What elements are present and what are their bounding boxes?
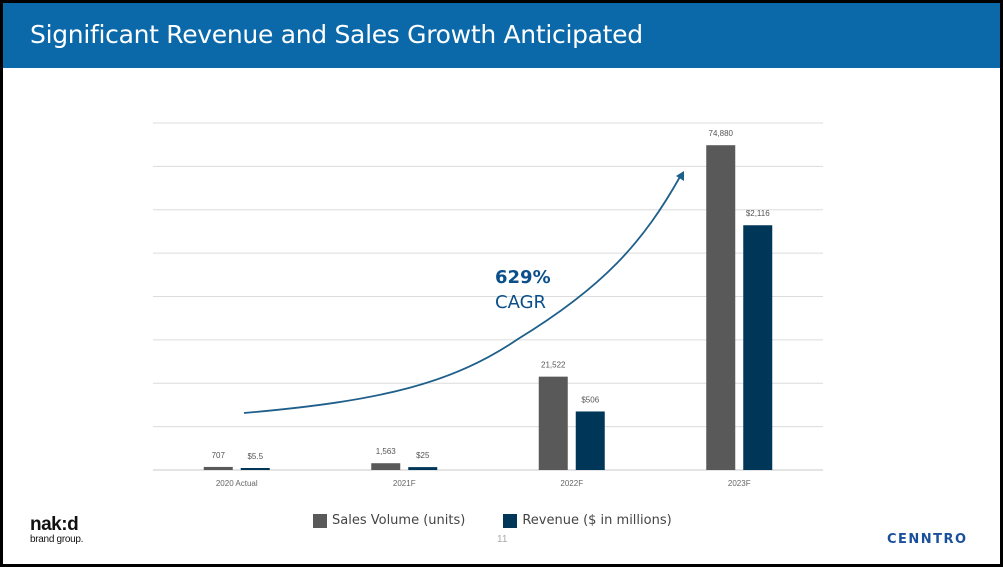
data-label-revenue: $5.5 (247, 452, 263, 461)
cenntro-logo: CENNTRO (887, 532, 968, 547)
naked-logo-subtitle: brand group. (30, 534, 84, 545)
naked-brand-logo: nak:d brand group. (30, 515, 83, 545)
bar-revenue (408, 467, 438, 470)
legend-swatch-revenue (503, 513, 518, 528)
slide: Significant Revenue and Sales Growth Ant… (3, 3, 1000, 564)
data-label-sales-volume: 74,880 (709, 129, 734, 138)
bar-sales-volume (706, 145, 736, 470)
data-label-revenue: $2,116 (746, 209, 770, 218)
growth-arrow-curve (243, 174, 682, 414)
x-tick-label: 2022F (560, 479, 583, 488)
slide-title: Significant Revenue and Sales Growth Ant… (30, 20, 643, 49)
cagr-value: 629% (495, 267, 551, 288)
legend-label-revenue: Revenue ($ in millions) (522, 513, 672, 528)
growth-arrow-head (676, 171, 684, 181)
cagr-annotation: 629% CAGR (495, 265, 551, 315)
data-label-sales-volume: 707 (212, 451, 226, 460)
bar-revenue (743, 225, 773, 470)
title-bar: Significant Revenue and Sales Growth Ant… (3, 3, 1000, 68)
bar-revenue (240, 468, 270, 470)
data-label-revenue: $506 (581, 395, 599, 404)
bar-chart: 707 $5.5 2020 Actual 1,563 $25 2021F 21,522 $50… (153, 122, 823, 488)
bar-sales-volume (371, 463, 401, 470)
cagr-label: CAGR (495, 292, 547, 313)
chart-legend: Sales Volume (units) Revenue ($ in milli… (313, 513, 710, 528)
legend-item-sales-volume: Sales Volume (units) (313, 513, 465, 528)
legend-item-revenue: Revenue ($ in millions) (503, 513, 672, 528)
x-tick-label: 2023F (728, 479, 751, 488)
data-label-sales-volume: 1,563 (376, 447, 397, 456)
data-label-sales-volume: 21,522 (541, 361, 566, 370)
data-label-revenue: $25 (416, 451, 430, 460)
x-tick-label: 2021F (393, 479, 416, 488)
bar-revenue (575, 411, 605, 470)
naked-logo-wordmark: nak:d (30, 514, 79, 535)
legend-swatch-sales-volume (313, 513, 327, 528)
bar-sales-volume (203, 466, 233, 470)
bar-sales-volume (538, 376, 568, 470)
legend-label-sales-volume: Sales Volume (units) (332, 513, 466, 528)
x-tick-label: 2020 Actual (216, 479, 258, 488)
page-number: 11 (497, 534, 508, 545)
